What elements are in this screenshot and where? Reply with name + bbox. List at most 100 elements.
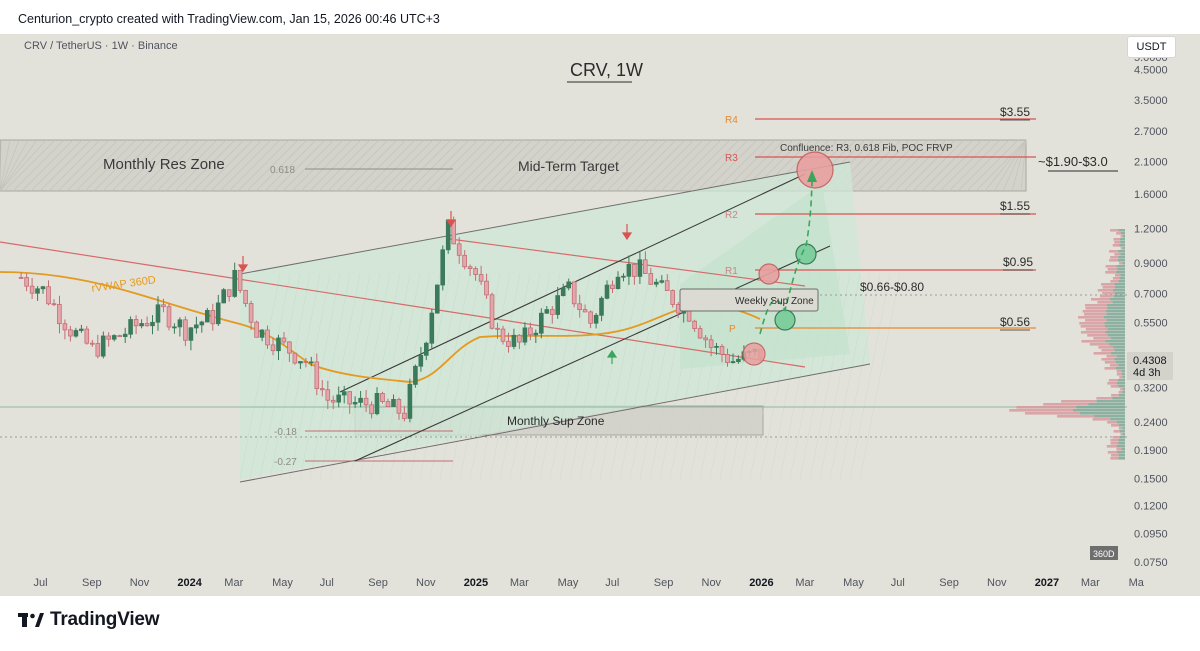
candle-body — [325, 389, 331, 401]
chart-pane[interactable]: CRV, 1W Monthly Res Zone Mid-Term Target… — [0, 34, 1200, 606]
candle-body — [314, 361, 320, 389]
candle-body — [243, 289, 248, 304]
hatch-line — [390, 139, 443, 192]
hatch-line — [3, 139, 56, 192]
volume-profile-buy — [1103, 316, 1125, 319]
hatch-line — [678, 139, 731, 192]
volume-profile-buy — [1119, 244, 1125, 247]
price-tick-label: 4.5000 — [1134, 65, 1168, 77]
candle-body — [281, 337, 287, 343]
volume-profile-sell — [1109, 364, 1119, 367]
hatch-line — [534, 139, 587, 192]
hatch-line — [120, 139, 173, 192]
time-tick-label: 2026 — [749, 577, 773, 589]
volume-profile-buy — [1107, 328, 1125, 331]
currency-button[interactable]: USDT — [1127, 36, 1176, 58]
hatch-line — [219, 139, 272, 192]
candle-body — [413, 365, 418, 385]
candles — [18, 216, 763, 423]
hatch-line — [299, 273, 341, 480]
price-tick-label: 1.6000 — [1134, 189, 1168, 201]
volume-profile-sell — [1113, 430, 1120, 433]
volume-profile-buy — [1120, 253, 1125, 256]
volume-profile-buy — [1109, 298, 1125, 301]
volume-profile-sell — [1111, 454, 1119, 457]
hatch-line — [849, 273, 891, 480]
hatch-line — [714, 139, 767, 192]
volume-profile-sell — [1085, 304, 1107, 307]
volume-profile-buy — [1123, 235, 1125, 238]
hatch-line — [372, 139, 425, 192]
candle-body — [659, 280, 665, 283]
candle-body — [144, 323, 150, 327]
volume-profile-sell — [1110, 256, 1119, 259]
hatch-line — [210, 139, 263, 192]
hatch-line — [479, 273, 521, 480]
volume-profile-buy — [1121, 373, 1125, 376]
volume-profile-buy — [1107, 319, 1125, 322]
volume-profile-buy — [1110, 418, 1125, 421]
price-tick-label: 1.2000 — [1134, 224, 1168, 236]
volume-profile-buy — [1076, 406, 1125, 409]
candle-body — [276, 337, 281, 352]
hatch-line — [0, 139, 20, 192]
volume-profile-buy — [1117, 259, 1125, 262]
target-range-label: ~$1.90-$3.0 — [1038, 154, 1108, 169]
candle-body — [615, 276, 621, 289]
volume-profile-sell — [1110, 229, 1119, 232]
volume-profile-buy — [1122, 388, 1125, 391]
candle-body — [396, 398, 402, 414]
candle-body — [111, 335, 117, 340]
volume-profile-sell — [1079, 322, 1105, 325]
tradingview-brand: TradingView — [50, 609, 160, 630]
price-chart[interactable]: CRV, 1W Monthly Res Zone Mid-Term Target… — [0, 34, 1200, 606]
candle-body — [550, 309, 555, 315]
r1-circle — [758, 263, 780, 285]
volume-profile-buy — [1118, 364, 1125, 367]
long-downtrend-line — [0, 241, 806, 368]
hatch-line — [619, 273, 661, 480]
hatch-line — [409, 273, 451, 480]
candle-body — [183, 319, 188, 341]
monthly-res-zone-label: Monthly Res Zone — [103, 156, 225, 173]
hatch-line — [519, 273, 561, 480]
tradingview-logo[interactable]: TradingView — [18, 609, 160, 631]
volume-profile-sell — [1116, 232, 1121, 235]
time-tick-label: Sep — [939, 577, 959, 589]
hatch-line — [912, 139, 965, 192]
volume-profile-buy — [1110, 337, 1125, 340]
candle-body — [391, 398, 396, 407]
time-axis[interactable]: Jul Sep Nov 2024 Mar May Jul Sep Nov 2025 Mar May Ju… — [34, 577, 1145, 589]
candle-body — [528, 327, 533, 336]
candle-body — [407, 383, 413, 419]
volume-profile-sell — [1085, 319, 1108, 322]
volume-profile-buy — [1117, 421, 1125, 424]
volume-profile-sell — [1102, 292, 1115, 295]
channel-upper-line — [239, 161, 851, 275]
volume-profile-sell — [1091, 298, 1110, 301]
volume-profile-sell — [1009, 409, 1073, 412]
hatch-line — [849, 139, 902, 192]
hatch-line — [291, 139, 344, 192]
candle-body — [621, 275, 626, 278]
confluence-label: Confluence: R3, 0.618 Fib, POC FRVP — [780, 143, 953, 154]
volume-profile-buy — [1105, 331, 1125, 334]
time-tick-label: Mar — [795, 577, 814, 589]
price-axis[interactable]: 5.00004.50003.50002.70002.10001.60001.20… — [1134, 52, 1168, 569]
volume-profile-sell — [1110, 439, 1119, 442]
hatch-line — [599, 273, 641, 480]
hatch-line — [426, 139, 479, 192]
volume-profile-sell — [1115, 274, 1121, 277]
hatch-line — [651, 139, 704, 192]
volume-profile-buy — [1114, 349, 1125, 352]
candle-body — [161, 304, 166, 308]
candle-body — [24, 277, 29, 287]
hatch-line — [444, 139, 497, 192]
hatch-line — [174, 139, 227, 192]
volume-profile-sell — [1107, 421, 1117, 424]
hatch-line — [561, 139, 614, 192]
hatch-line — [579, 273, 621, 480]
volume-profile-sell — [1107, 268, 1118, 271]
volume-profile-buy — [1118, 457, 1125, 460]
candle-body — [511, 334, 517, 347]
